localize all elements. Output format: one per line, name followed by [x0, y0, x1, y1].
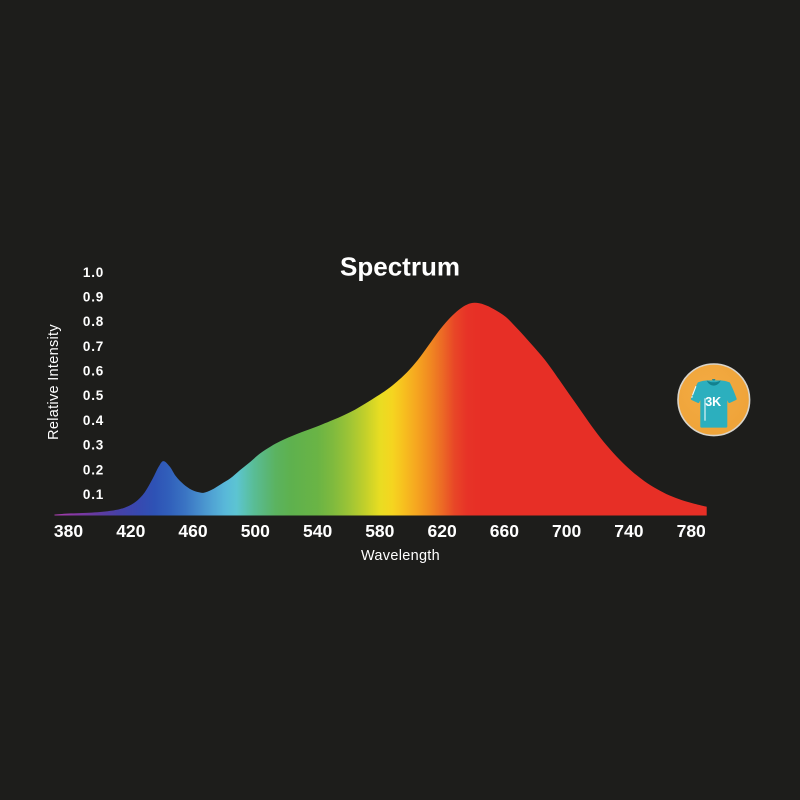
svg-text:0.2: 0.2 [83, 462, 104, 477]
svg-text:780: 780 [677, 521, 706, 541]
svg-text:0.6: 0.6 [83, 364, 104, 379]
svg-text:Relative Intensity: Relative Intensity [46, 324, 62, 440]
svg-text:500: 500 [241, 521, 270, 541]
svg-text:0.8: 0.8 [83, 314, 104, 329]
svg-text:620: 620 [427, 521, 456, 541]
svg-text:580: 580 [365, 521, 394, 541]
svg-text:Wavelength: Wavelength [361, 548, 440, 564]
svg-text:0.7: 0.7 [83, 339, 104, 354]
svg-text:380: 380 [54, 521, 83, 541]
svg-text:540: 540 [303, 521, 332, 541]
svg-text:420: 420 [116, 521, 145, 541]
svg-text:0.1: 0.1 [83, 487, 104, 502]
svg-text:0.5: 0.5 [83, 388, 104, 403]
svg-text:0.3: 0.3 [83, 438, 104, 453]
svg-text:Spectrum: Spectrum [340, 252, 460, 282]
svg-text:0.9: 0.9 [83, 290, 104, 305]
svg-text:1.0: 1.0 [83, 265, 104, 280]
svg-text:700: 700 [552, 521, 581, 541]
svg-text:0.4: 0.4 [83, 413, 104, 428]
svg-text:3K: 3K [705, 395, 721, 409]
svg-text:660: 660 [490, 521, 519, 541]
svg-text:740: 740 [614, 521, 643, 541]
svg-text:460: 460 [178, 521, 207, 541]
